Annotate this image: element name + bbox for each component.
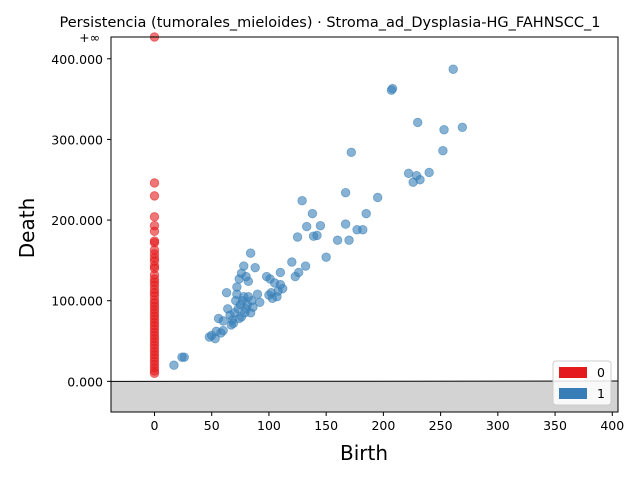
series-h0 — [149, 32, 160, 378]
legend-swatch-h1 — [559, 388, 587, 399]
data-point — [438, 146, 448, 156]
y-tick-label: 0.000 — [67, 374, 103, 389]
data-point — [218, 325, 228, 336]
x-tick-label: 300 — [486, 418, 510, 433]
data-point — [248, 302, 258, 312]
x-tick-label: 0 — [151, 418, 159, 433]
data-point — [307, 208, 318, 219]
data-point — [169, 360, 179, 370]
x-tick-label: 250 — [429, 418, 453, 433]
axes-frame — [110, 36, 619, 413]
data-point — [340, 187, 351, 198]
y-tick-label: 200.000 — [51, 213, 103, 228]
data-point — [424, 167, 434, 178]
x-tick-label: 400 — [600, 418, 624, 433]
x-tick-label: 350 — [543, 418, 567, 433]
data-point — [346, 147, 357, 158]
data-point — [321, 252, 331, 262]
data-point — [239, 261, 249, 271]
diagonal-shaded-region — [111, 381, 618, 412]
data-point — [448, 64, 458, 74]
data-point — [252, 289, 263, 299]
x-tick-label: 100 — [257, 418, 281, 433]
data-point — [250, 262, 260, 273]
y-tick-label: 100.000 — [51, 294, 103, 309]
data-point — [315, 221, 326, 231]
y-tick-label: 300.000 — [51, 132, 103, 147]
data-point — [149, 212, 160, 222]
x-tick-label: 50 — [204, 418, 220, 433]
data-point — [277, 283, 288, 294]
infinity-tick-label: +∞ — [79, 30, 100, 45]
data-point — [457, 122, 468, 133]
data-point — [218, 316, 228, 326]
data-point — [372, 192, 383, 203]
x-tick-label: 200 — [371, 418, 395, 433]
legend-swatch-h0 — [559, 367, 587, 378]
data-point — [149, 178, 160, 188]
data-point — [344, 235, 354, 245]
data-point — [232, 282, 242, 292]
data-point — [332, 235, 343, 245]
x-tick-label: 150 — [314, 418, 338, 433]
data-point — [361, 208, 371, 219]
data-point — [340, 219, 351, 229]
data-point — [292, 232, 303, 242]
data-point — [439, 125, 449, 135]
data-point — [221, 287, 232, 298]
data-point — [245, 248, 256, 258]
data-point — [293, 267, 304, 278]
plot-area: +∞ 0 50 100 150 200 250 300 350 400 0.000 100.000 20… — [51, 30, 624, 433]
data-point — [358, 225, 368, 235]
data-point — [149, 226, 160, 237]
legend: 01 — [552, 360, 612, 406]
data-point — [312, 230, 322, 241]
data-point — [302, 221, 312, 232]
data-point — [413, 117, 423, 128]
series-h1 — [169, 64, 468, 370]
x-axis-label: Birth — [340, 441, 388, 465]
data-point — [403, 168, 414, 178]
data-point — [179, 352, 189, 362]
y-axis-label: Death — [15, 198, 39, 258]
data-point — [255, 297, 265, 308]
data-point — [243, 276, 254, 287]
y-tick-label: 400.000 — [51, 52, 103, 67]
data-point — [387, 83, 398, 94]
chart-title: Persistencia (tumorales_mieloides) · Str… — [60, 15, 601, 31]
data-point — [415, 175, 425, 185]
data-point — [149, 191, 160, 201]
legend-label-h0: 0 — [597, 365, 605, 380]
data-point — [287, 257, 297, 267]
data-point — [275, 267, 286, 278]
data-point — [300, 261, 311, 271]
data-point — [297, 196, 307, 206]
legend-label-h1: 1 — [597, 386, 605, 401]
data-point — [149, 368, 160, 378]
